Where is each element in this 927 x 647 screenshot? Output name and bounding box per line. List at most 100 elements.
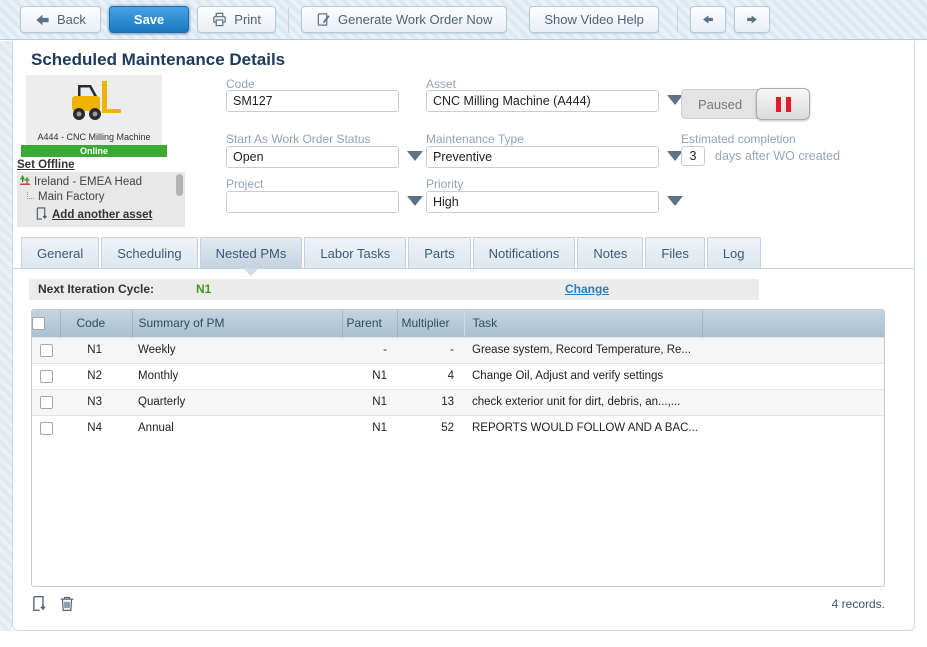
asset-label: Asset bbox=[426, 77, 457, 91]
table-row[interactable]: N1 Weekly - - Grease system, Record Temp… bbox=[32, 336, 884, 363]
work-order-pencil-icon bbox=[316, 12, 331, 27]
back-button-label: Back bbox=[57, 12, 86, 27]
column-header-summary[interactable]: Summary of PM bbox=[132, 310, 343, 337]
cell-summary: Quarterly bbox=[132, 388, 342, 415]
back-arrow-icon bbox=[35, 13, 50, 27]
delete-record-icon[interactable] bbox=[59, 595, 75, 612]
wo-status-label: Start As Work Order Status bbox=[226, 132, 371, 146]
code-label: Code bbox=[226, 77, 255, 91]
row-checkbox[interactable] bbox=[39, 369, 53, 383]
tree-elbow-icon bbox=[27, 191, 34, 199]
location-tree-item[interactable]: Ireland - EMEA Head bbox=[19, 174, 181, 190]
print-button[interactable]: Print bbox=[197, 6, 277, 33]
add-document-icon bbox=[35, 207, 48, 223]
wo-status-input[interactable] bbox=[226, 146, 399, 168]
forklift-image bbox=[62, 81, 126, 130]
cell-summary: Weekly bbox=[132, 336, 342, 363]
next-iteration-label: Next Iteration Cycle: bbox=[38, 282, 155, 296]
paused-label: Paused bbox=[681, 89, 759, 119]
column-header-spacer bbox=[702, 310, 884, 337]
generate-work-order-label: Generate Work Order Now bbox=[338, 12, 493, 27]
cell-summary: Annual bbox=[132, 414, 342, 441]
column-header-task[interactable]: Task bbox=[464, 310, 703, 337]
tab-files[interactable]: Files bbox=[645, 237, 705, 268]
estimated-completion-suffix: days after WO created bbox=[715, 149, 841, 163]
tab-log[interactable]: Log bbox=[706, 237, 761, 268]
column-header-multiplier[interactable]: Multiplier bbox=[397, 310, 465, 337]
row-checkbox[interactable] bbox=[39, 343, 53, 357]
arrow-left-icon bbox=[701, 13, 715, 26]
cell-summary: Monthly bbox=[132, 362, 342, 389]
asset-caption: A444 - CNC Milling Machine bbox=[37, 132, 151, 142]
asset-thumbnail[interactable]: A444 - CNC Milling Machine bbox=[26, 75, 162, 145]
table-footer: 4 records. bbox=[31, 595, 885, 612]
cell-task: check exterior unit for dirt, debris, an… bbox=[464, 388, 702, 415]
cell-parent: - bbox=[342, 336, 397, 363]
priority-dropdown-arrow-icon[interactable] bbox=[667, 196, 683, 206]
add-another-asset-link[interactable]: Add another asset bbox=[52, 209, 153, 221]
maintenance-type-dropdown-arrow-icon[interactable] bbox=[667, 151, 683, 161]
cell-code: N1 bbox=[60, 336, 132, 363]
next-record-button[interactable] bbox=[733, 6, 770, 33]
table-row[interactable]: N2 Monthly N1 4 Change Oil, Adjust and v… bbox=[32, 362, 884, 389]
save-button[interactable]: Save bbox=[108, 6, 190, 33]
add-record-icon[interactable] bbox=[31, 595, 47, 612]
tab-general[interactable]: General bbox=[21, 237, 100, 268]
toolbar-separator bbox=[288, 6, 290, 33]
set-offline-link[interactable]: Set Offline bbox=[17, 159, 75, 171]
asset-location-tree: Ireland - EMEA Head Main Factory Add ano… bbox=[17, 172, 185, 227]
show-video-help-button[interactable]: Show Video Help bbox=[529, 6, 659, 33]
pause-button[interactable] bbox=[756, 88, 811, 120]
tab-notifications[interactable]: Notifications bbox=[472, 237, 576, 268]
tree-scrollbar[interactable] bbox=[176, 174, 183, 196]
change-iteration-link[interactable]: Change bbox=[565, 282, 610, 296]
toolbar: Back Save Print Generate Work Order Now … bbox=[0, 0, 927, 40]
pause-icon bbox=[775, 96, 781, 112]
generate-work-order-button[interactable]: Generate Work Order Now bbox=[301, 6, 508, 33]
select-all-header bbox=[32, 310, 61, 337]
priority-label: Priority bbox=[426, 177, 464, 191]
project-input[interactable] bbox=[226, 191, 399, 213]
column-header-code[interactable]: Code bbox=[60, 310, 133, 337]
maintenance-type-input[interactable] bbox=[426, 146, 659, 168]
table-header-row: Code Summary of PM Parent Multiplier Tas… bbox=[32, 310, 884, 337]
maintenance-type-label: Maintenance Type bbox=[426, 132, 524, 146]
next-iteration-value: N1 bbox=[196, 282, 212, 296]
cell-parent: N1 bbox=[342, 362, 397, 389]
table-row[interactable]: N3 Quarterly N1 13 check exterior unit f… bbox=[32, 388, 884, 415]
code-input[interactable] bbox=[226, 90, 399, 112]
prev-record-button[interactable] bbox=[689, 6, 726, 33]
tab-notes[interactable]: Notes bbox=[577, 237, 644, 268]
row-checkbox[interactable] bbox=[39, 421, 53, 435]
page-left-stripe bbox=[0, 41, 12, 631]
tab-nested-pms[interactable]: Nested PMs bbox=[199, 237, 303, 268]
sublocation-label: Main Factory bbox=[38, 191, 105, 203]
next-iteration-bar: Next Iteration Cycle: N1 Change bbox=[29, 279, 759, 300]
tab-labor-tasks[interactable]: Labor Tasks bbox=[304, 237, 407, 268]
column-header-parent[interactable]: Parent bbox=[342, 310, 398, 337]
tab-parts[interactable]: Parts bbox=[408, 237, 471, 268]
project-dropdown-arrow-icon[interactable] bbox=[407, 196, 423, 206]
details-header: A444 - CNC Milling Machine Online Set Of… bbox=[13, 75, 914, 237]
select-all-checkbox[interactable] bbox=[32, 317, 45, 331]
cell-multiplier: 4 bbox=[397, 362, 464, 389]
wo-status-dropdown-arrow-icon[interactable] bbox=[407, 151, 423, 161]
cell-task: REPORTS WOULD FOLLOW AND A BAC... bbox=[464, 414, 702, 441]
back-button[interactable]: Back bbox=[20, 6, 101, 33]
save-button-label: Save bbox=[133, 12, 165, 27]
trees-icon bbox=[19, 174, 31, 190]
printer-icon bbox=[212, 12, 227, 27]
row-checkbox[interactable] bbox=[39, 395, 53, 409]
paused-toggle[interactable]: Paused bbox=[681, 88, 811, 120]
location-label: Ireland - EMEA Head bbox=[34, 176, 143, 188]
sublocation-tree-item[interactable]: Main Factory bbox=[19, 190, 181, 204]
tab-scheduling[interactable]: Scheduling bbox=[101, 237, 198, 268]
estimated-days-input[interactable] bbox=[681, 146, 705, 166]
table-row[interactable]: N4 Annual N1 52 REPORTS WOULD FOLLOW AND… bbox=[32, 414, 884, 441]
add-another-asset-row: Add another asset bbox=[19, 204, 181, 223]
detail-tabs: General Scheduling Nested PMs Labor Task… bbox=[13, 237, 914, 269]
priority-input[interactable] bbox=[426, 191, 659, 213]
cell-parent: N1 bbox=[342, 388, 397, 415]
asset-input[interactable] bbox=[426, 90, 659, 112]
asset-dropdown-arrow-icon[interactable] bbox=[667, 95, 683, 105]
